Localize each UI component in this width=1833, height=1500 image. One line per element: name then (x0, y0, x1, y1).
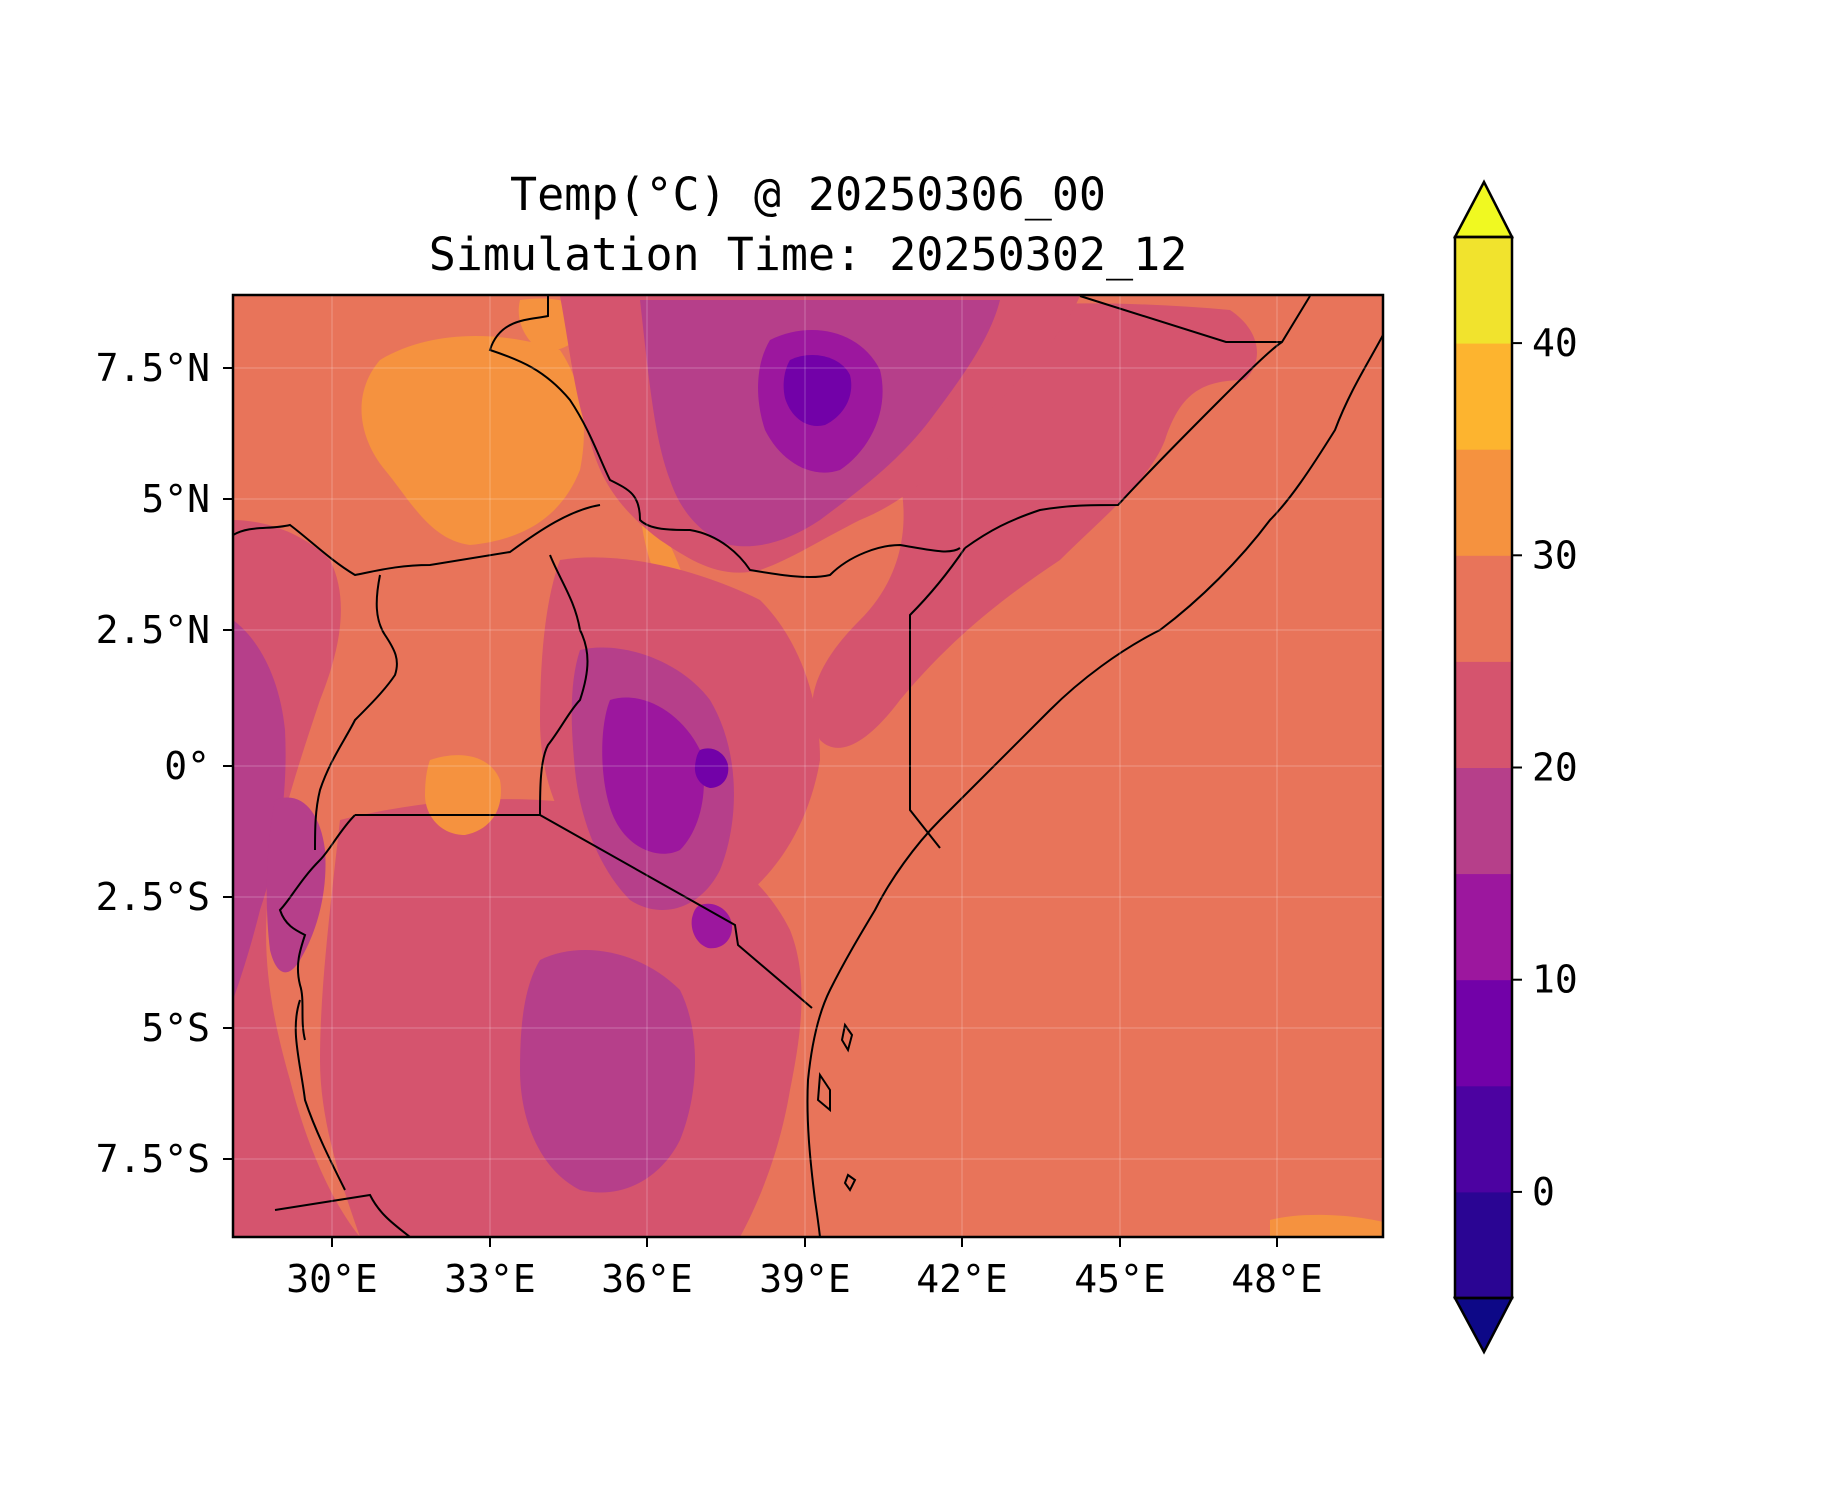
colorbar-ticks: 0 10 20 30 40 (1512, 321, 1578, 1214)
x-tick-label: 36°E (601, 1257, 693, 1301)
temperature-region-warm-southeast (1270, 1214, 1383, 1237)
x-tick-label: 42°E (916, 1257, 1008, 1301)
border-ethiopia-djibouti (1079, 295, 1282, 343)
temperature-region-coldest-ethiopia (783, 355, 852, 426)
y-tick-label: 7.5°S (96, 1137, 210, 1181)
colorbar-segment (1455, 237, 1512, 344)
x-tick-label: 33°E (444, 1257, 536, 1301)
border-south-sudan-uganda (233, 504, 601, 577)
colorbar-segment (1455, 767, 1512, 875)
island-pemba (840, 1022, 854, 1053)
border-lake-tanganyika (294, 999, 346, 1191)
colorbar-tick-label: 30 (1532, 533, 1578, 577)
colorbar-segments (1455, 237, 1512, 1299)
colorbar: 0 10 20 30 40 (1452, 179, 1578, 1355)
temperature-region-cool-rift-west (233, 620, 286, 1000)
border-sudan-ethiopia (488, 296, 961, 579)
border-uganda-drc (314, 574, 398, 851)
y-tick-label: 5°S (141, 1006, 210, 1050)
colorbar-segment (1455, 979, 1512, 1087)
border-tanzania-zambia (274, 1193, 411, 1237)
colorbar-tick-label: 20 (1532, 746, 1578, 790)
border-uganda-kenya (539, 554, 589, 816)
colorbar-tick-label: 0 (1532, 1170, 1555, 1214)
temperature-region-warm-sudan (361, 336, 584, 545)
x-tick-label: 48°E (1231, 1257, 1323, 1301)
x-tick-label: 30°E (286, 1257, 378, 1301)
temperature-region-cool-western-rift (266, 797, 326, 973)
border-kenya-tanzania (539, 814, 813, 1009)
coastline (806, 334, 1383, 1237)
x-tick-label: 45°E (1074, 1257, 1166, 1301)
colorbar-extend-low (1452, 1296, 1515, 1355)
border-ethiopia-somalia (964, 295, 1311, 549)
colorbar-segment (1455, 343, 1512, 450)
temperature-map (233, 295, 1383, 1237)
x-tick-label: 39°E (759, 1257, 851, 1301)
border-rwanda-burundi (278, 814, 356, 1041)
figure-title-line2: Simulation Time: 20250302_12 (429, 228, 1188, 281)
colorbar-segment (1455, 1085, 1512, 1193)
colorbar-segment (1455, 1191, 1512, 1299)
y-tick-label: 2.5°N (96, 608, 210, 652)
y-tick-label: 0° (164, 744, 210, 788)
temperature-region-cold-kenya (602, 697, 704, 854)
border-kenya-somalia (909, 547, 966, 849)
colorbar-segment (1455, 449, 1512, 556)
x-axis: 30°E 33°E 36°E 39°E 42°E 45°E 48°E (286, 1237, 1323, 1301)
colorbar-segment (1455, 661, 1512, 768)
island-zanzibar (816, 1072, 831, 1113)
temperature-region-cool-tanzania (520, 950, 695, 1193)
y-tick-label: 7.5°N (96, 346, 210, 390)
y-tick-label: 5°N (141, 477, 210, 521)
colorbar-extend-high (1452, 179, 1515, 239)
colorbar-segment (1455, 873, 1512, 981)
colorbar-segment (1455, 555, 1512, 662)
y-tick-label: 2.5°S (96, 875, 210, 919)
temperature-region-cold-kilimanjaro (691, 903, 733, 949)
y-axis: 7.5°N 5°N 2.5°N 0° 2.5°S 5°S 7.5°S (96, 346, 233, 1181)
temperature-region-coldest-kenya (694, 748, 729, 788)
colorbar-tick-label: 10 (1532, 958, 1578, 1002)
island-mafia (843, 1173, 857, 1192)
map-gridlines (233, 295, 1383, 1237)
colorbar-tick-label: 40 (1532, 321, 1578, 365)
figure-title-line1: Temp(°C) @ 20250306_00 (510, 168, 1106, 221)
